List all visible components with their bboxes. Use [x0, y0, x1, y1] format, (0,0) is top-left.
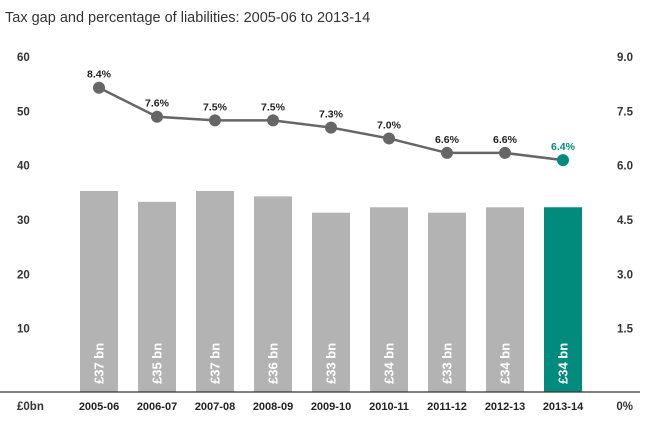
percentage-label-2011-12: 6.6%: [435, 134, 460, 146]
percentage-point-2011-12: [441, 146, 453, 159]
x-tick-2012-13: 2012-13: [485, 401, 525, 413]
percentage-point-2007-08: [209, 114, 221, 127]
y-left-tick: 60: [17, 52, 30, 64]
y-left-tick: 50: [17, 106, 30, 118]
bar-2010-11: [370, 207, 408, 392]
bar-label-2012-13: £34 bn: [498, 343, 513, 384]
bar-2005-06: [80, 190, 118, 392]
percentage-label-2010-11: 7.0%: [377, 119, 402, 131]
y-right-tick: 3.0: [617, 269, 633, 281]
percentage-point-2013-14: [557, 154, 569, 167]
bar-label-2005-06: £37 bn: [92, 343, 107, 384]
y-left-tick: £0bn: [17, 401, 44, 413]
x-tick-2005-06: 2005-06: [79, 401, 119, 413]
x-tick-2007-08: 2007-08: [195, 401, 235, 413]
bar-2011-12: [428, 212, 466, 392]
percentage-label-2006-07: 7.6%: [145, 98, 170, 110]
bar-label-2010-11: £34 bn: [382, 343, 397, 384]
y-right-tick: 0%: [616, 401, 633, 413]
percentage-label-2009-10: 7.3%: [319, 109, 344, 121]
x-tick-2009-10: 2009-10: [311, 401, 351, 413]
percentage-point-2010-11: [383, 132, 395, 145]
y-right-tick: 7.5: [617, 106, 634, 118]
bar-2006-07: [138, 201, 176, 392]
x-tick-2013-14: 2013-14: [543, 401, 584, 413]
bar-label-2007-08: £37 bn: [208, 343, 223, 384]
bar-label-2006-07: £35 bn: [150, 343, 165, 384]
x-tick-2008-09: 2008-09: [253, 401, 293, 413]
bar-2007-08: [196, 190, 234, 392]
x-tick-2011-12: 2011-12: [427, 401, 467, 413]
percentage-label-2008-09: 7.5%: [261, 101, 286, 113]
percentage-point-2009-10: [325, 121, 337, 134]
bar-2008-09: [254, 196, 292, 392]
x-tick-2006-07: 2006-07: [137, 401, 177, 413]
bar-2013-14: [544, 207, 582, 392]
percentage-point-2005-06: [93, 81, 105, 94]
chart-title: Tax gap and percentage of liabilities: 2…: [5, 10, 370, 26]
percentage-label-2005-06: 8.4%: [87, 69, 112, 81]
bar-label-2011-12: £33 bn: [440, 343, 455, 384]
percentage-label-2013-14: 6.4%: [551, 141, 576, 153]
percentage-label-2012-13: 6.6%: [493, 134, 518, 146]
bar-label-2009-10: £33 bn: [324, 343, 339, 384]
y-right-tick: 1.5: [617, 324, 634, 336]
y-right-tick: 4.5: [617, 215, 634, 227]
y-left-tick: 20: [17, 269, 30, 281]
y-right-tick: 9.0: [617, 52, 633, 64]
percentage-point-2012-13: [499, 146, 511, 159]
y-left-tick: 40: [17, 161, 30, 173]
bar-label-2008-09: £36 bn: [266, 343, 281, 384]
percentage-label-2007-08: 7.5%: [203, 101, 228, 113]
y-left-tick: 30: [17, 215, 30, 227]
y-right-tick: 6.0: [617, 161, 633, 173]
percentage-point-2008-09: [267, 114, 279, 127]
bar-2009-10: [312, 212, 350, 392]
bar-label-2013-14: £34 bn: [556, 343, 571, 384]
y-left-tick: 10: [17, 324, 30, 336]
x-tick-2010-11: 2010-11: [369, 401, 409, 413]
percentage-point-2006-07: [151, 110, 163, 123]
bar-2012-13: [486, 207, 524, 392]
